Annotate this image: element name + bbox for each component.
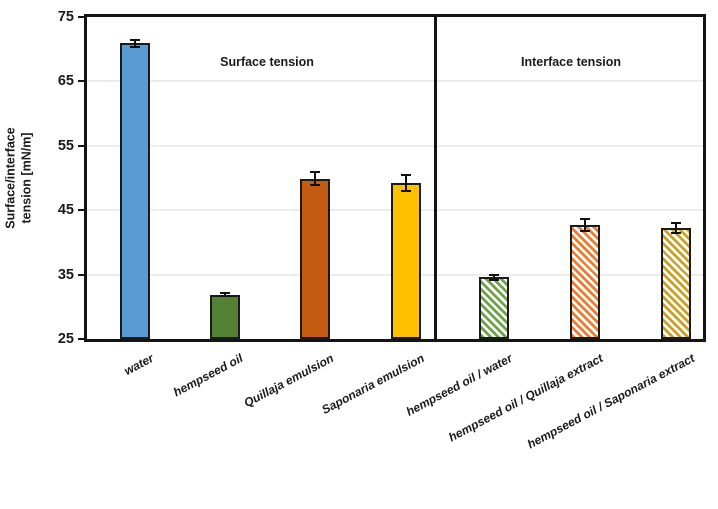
error-bar-cap-low-hempseed-oil: [220, 295, 230, 298]
error-bar-quillaja-emulsion: [314, 172, 316, 186]
error-bar-hempseed-oil-quillaja-extract: [584, 218, 586, 232]
y-tick-label-65: 65: [57, 73, 74, 90]
bar-hempseed-oil-quillaja-extract: [570, 225, 600, 339]
error-bar-cap-low-water: [130, 45, 140, 48]
error-bar-saponaria-emulsion: [405, 175, 407, 191]
y-tick-mark-55: [78, 144, 84, 147]
bar-quillaja-emulsion: [300, 178, 330, 339]
error-bar-water: [134, 40, 136, 47]
error-bar-cap-low-hempseed-oil-quillaja-extract: [580, 230, 590, 233]
gridline-55: [87, 144, 703, 147]
section-title-interface-tension: Interface tension: [520, 55, 622, 69]
error-bar-cap-high-quillaja-emulsion: [310, 171, 320, 174]
error-bar-hempseed-oil-water: [493, 274, 495, 280]
error-bar-cap-low-hempseed-oil-water: [489, 278, 499, 281]
error-bar-cap-high-hempseed-oil-saponaria-extract: [671, 222, 681, 225]
y-tick-mark-65: [78, 80, 84, 83]
x-axis-label-hempseed-oil-saponaria-extract: hempseed oil / Saponaria extract: [524, 351, 697, 452]
error-bar-hempseed-oil: [224, 292, 226, 297]
section-title-surface-tension: Surface tension: [220, 55, 314, 69]
y-tick-label-75: 75: [57, 9, 74, 25]
error-bar-cap-high-saponaria-emulsion: [401, 174, 411, 177]
error-bar-cap-high-water: [130, 39, 140, 42]
y-tick-mark-75: [78, 16, 84, 18]
error-bar-hempseed-oil-saponaria-extract: [675, 223, 677, 234]
y-tick-mark-35: [78, 273, 84, 276]
error-bar-cap-low-hempseed-oil-saponaria-extract: [671, 232, 681, 235]
x-axis-label-water: water: [121, 351, 156, 379]
bar-hempseed-oil-water: [479, 277, 509, 339]
y-tick-mark-25: [78, 338, 84, 340]
y-tick-mark-45: [78, 209, 84, 212]
y-tick-label-45: 45: [57, 202, 74, 219]
error-bar-cap-low-quillaja-emulsion: [310, 184, 320, 187]
gridline-65: [87, 80, 703, 83]
plot-area: Surface tension Interface tension: [84, 14, 706, 342]
y-tick-label-35: 35: [57, 266, 74, 283]
y-axis-title: Surface/interface tension [mN/m]: [3, 127, 33, 229]
x-axis-label-hempseed-oil-quillaja-extract: hempseed oil / Quillaja extract: [446, 351, 606, 445]
error-bar-cap-high-hempseed-oil-quillaja-extract: [580, 217, 590, 220]
x-axis-label-hempseed-oil: hempseed oil: [171, 351, 246, 400]
y-tick-label-55: 55: [57, 137, 74, 154]
error-bar-cap-high-hempseed-oil: [220, 291, 230, 294]
x-axis-label-quillaja-emulsion: Quillaja emulsion: [241, 351, 336, 411]
error-bar-cap-high-hempseed-oil-water: [489, 273, 499, 276]
bar-hempseed-oil-saponaria-extract: [661, 228, 691, 339]
bar-hempseed-oil: [210, 294, 240, 339]
section-divider-line: [434, 17, 437, 339]
bar-saponaria-emulsion: [391, 183, 421, 339]
error-bar-cap-low-saponaria-emulsion: [401, 189, 411, 192]
bar-water: [120, 43, 150, 339]
y-tick-label-25: 25: [57, 331, 74, 347]
